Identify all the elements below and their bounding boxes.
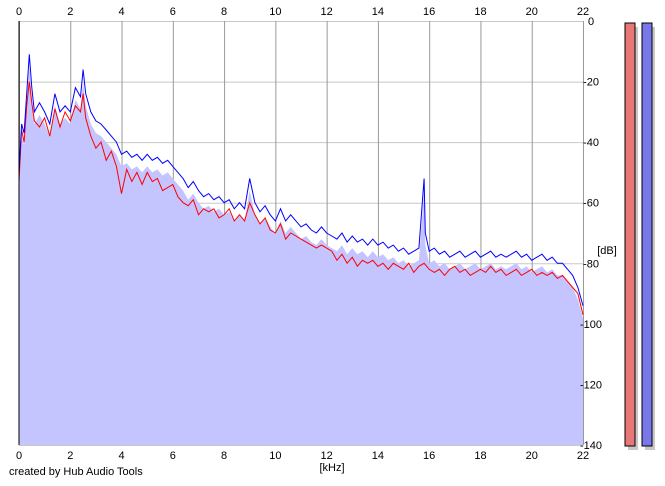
y-tick-labels: 0 -20 -40 -60 -80 -100 -120 -140 [580,16,602,452]
series-layer [18,21,584,445]
x-tick-label-top: 12 [321,6,333,18]
x-tick-label-top: 18 [474,6,486,18]
level-meters [624,22,655,450]
spectrum-fill-area [19,66,583,446]
y-tick-label: 0 [588,16,594,28]
y-tick-label: -20 [583,77,599,89]
x-tick-label-top: 22 [577,6,589,18]
x-tick-label-top: 14 [372,6,384,18]
x-tick-label-bottom: 22 [577,450,589,462]
x-axis-label: [kHz] [319,462,344,474]
x-tick-label-top: 16 [423,6,435,18]
x-tick-label-bottom: 0 [16,450,22,462]
x-tick-label-bottom: 10 [269,450,281,462]
series-line-2 [18,54,584,306]
x-tick-label-top: 0 [16,6,22,18]
x-tick-label-bottom: 4 [118,450,124,462]
x-tick-label-bottom: 6 [170,450,176,462]
x-tick-label-bottom: 2 [67,450,73,462]
level-meter-1 [624,22,636,447]
y-tick-label: -140 [580,440,602,452]
y-tick-label: -120 [580,379,602,391]
x-tick-label-top: 8 [221,6,227,18]
x-tick-label-bottom: 20 [526,450,538,462]
credit-text: created by Hub Audio Tools [9,466,143,478]
x-tick-label-top: 2 [67,6,73,18]
x-tick-label-top: 10 [269,6,281,18]
x-tick-label-bottom: 18 [474,450,486,462]
x-tick-label-top: 4 [118,6,124,18]
x-tick-label-top: 20 [526,6,538,18]
x-tick-label-bottom: 16 [423,450,435,462]
x-tick-label-bottom: 8 [221,450,227,462]
level-meter-2 [641,22,653,447]
y-tick-label: -80 [583,258,599,270]
series-line-1 [18,81,584,315]
x-tick-label-bottom: 14 [372,450,384,462]
y-tick-label: -100 [580,319,602,331]
x-tick-label-top: 6 [170,6,176,18]
y-axis-label: [dB] [597,245,617,257]
y-tick-label: -40 [583,137,599,149]
x-tick-label-bottom: 12 [321,450,333,462]
y-tick-label: -60 [583,198,599,210]
